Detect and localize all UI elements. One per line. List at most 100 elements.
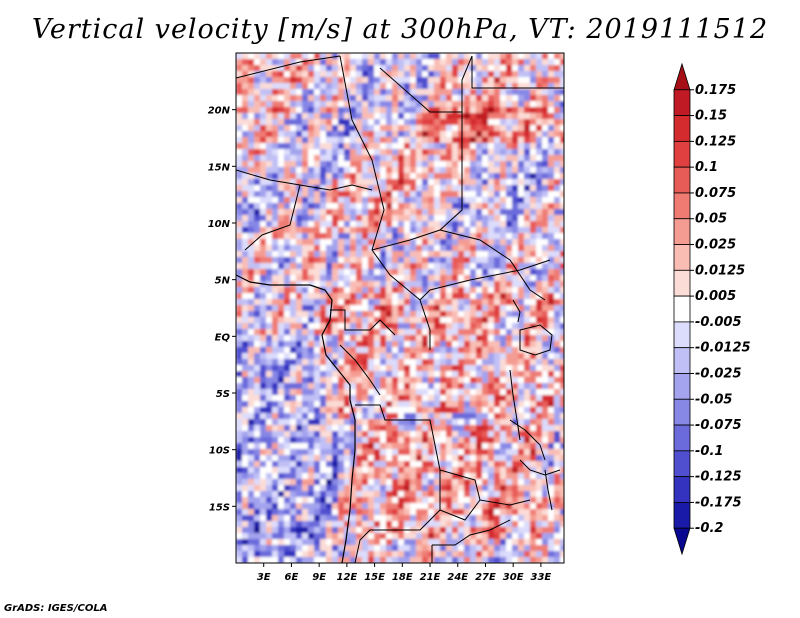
field-cell <box>440 119 447 126</box>
field-cell <box>392 257 399 264</box>
field-cell <box>344 407 351 414</box>
field-cell <box>404 383 411 390</box>
field-cell <box>236 59 243 66</box>
field-cell <box>302 83 309 90</box>
field-cell <box>398 197 405 204</box>
field-cell <box>410 263 417 270</box>
field-cell <box>344 371 351 378</box>
field-cell <box>554 407 561 414</box>
field-cell <box>464 95 471 102</box>
field-cell <box>530 329 537 336</box>
field-cell <box>530 83 537 90</box>
field-cell <box>398 227 405 234</box>
field-cell <box>512 203 519 210</box>
field-cell <box>542 527 549 534</box>
field-cell <box>452 377 459 384</box>
field-cell <box>440 143 447 150</box>
field-cell <box>440 419 447 426</box>
field-cell <box>428 113 435 120</box>
field-cell <box>242 515 249 522</box>
field-cell <box>542 335 549 342</box>
field-cell <box>374 95 381 102</box>
field-cell <box>308 299 315 306</box>
field-cell <box>254 377 261 384</box>
field-cell <box>368 119 375 126</box>
field-cell <box>290 317 297 324</box>
field-cell <box>530 257 537 264</box>
field-cell <box>422 125 429 132</box>
field-cell <box>530 539 537 546</box>
field-cell <box>350 317 357 324</box>
field-cell <box>560 377 564 384</box>
field-cell <box>548 275 555 282</box>
field-cell <box>500 383 507 390</box>
field-cell <box>290 401 297 408</box>
field-cell <box>404 485 411 492</box>
field-cell <box>392 293 399 300</box>
field-cell <box>542 449 549 456</box>
field-cell <box>380 401 387 408</box>
field-cell <box>302 539 309 546</box>
field-cell <box>338 77 345 84</box>
field-cell <box>548 149 555 156</box>
field-cell <box>296 359 303 366</box>
field-cell <box>488 383 495 390</box>
field-cell <box>290 119 297 126</box>
field-cell <box>344 233 351 240</box>
field-cell <box>446 95 453 102</box>
field-cell <box>374 359 381 366</box>
field-cell <box>536 521 543 528</box>
field-cell <box>290 353 297 360</box>
field-cell <box>536 59 543 66</box>
field-cell <box>512 329 519 336</box>
field-cell <box>554 461 561 468</box>
field-cell <box>458 527 465 534</box>
field-cell <box>416 407 423 414</box>
field-cell <box>332 83 339 90</box>
field-cell <box>560 221 564 228</box>
field-cell <box>452 233 459 240</box>
field-cell <box>254 53 261 60</box>
field-cell <box>254 515 261 522</box>
field-cell <box>482 503 489 510</box>
field-cell <box>542 83 549 90</box>
field-cell <box>554 329 561 336</box>
field-cell <box>500 533 507 540</box>
field-cell <box>542 275 549 282</box>
field-cell <box>302 167 309 174</box>
lat-tick-label: 15S <box>209 502 230 513</box>
field-cell <box>338 197 345 204</box>
field-cell <box>266 311 273 318</box>
field-cell <box>338 245 345 252</box>
field-cell <box>482 557 489 563</box>
field-cell <box>428 389 435 396</box>
field-cell <box>434 323 441 330</box>
field-cell <box>272 191 279 198</box>
field-cell <box>470 425 477 432</box>
field-cell <box>380 227 387 234</box>
field-cell <box>272 347 279 354</box>
field-cell <box>260 485 267 492</box>
field-cell <box>482 281 489 288</box>
field-cell <box>470 323 477 330</box>
field-cell <box>500 221 507 228</box>
field-cell <box>512 167 519 174</box>
field-cell <box>320 371 327 378</box>
field-cell <box>272 431 279 438</box>
field-cell <box>560 497 564 504</box>
field-cell <box>536 341 543 348</box>
field-cell <box>308 293 315 300</box>
field-cell <box>248 359 255 366</box>
field-cell <box>560 449 564 456</box>
field-cell <box>332 419 339 426</box>
field-cell <box>254 353 261 360</box>
field-cell <box>368 467 375 474</box>
field-cell <box>368 191 375 198</box>
field-cell <box>320 299 327 306</box>
field-cell <box>350 311 357 318</box>
field-cell <box>362 305 369 312</box>
field-cell <box>260 149 267 156</box>
field-cell <box>530 137 537 144</box>
field-cell <box>434 341 441 348</box>
field-cell <box>398 317 405 324</box>
